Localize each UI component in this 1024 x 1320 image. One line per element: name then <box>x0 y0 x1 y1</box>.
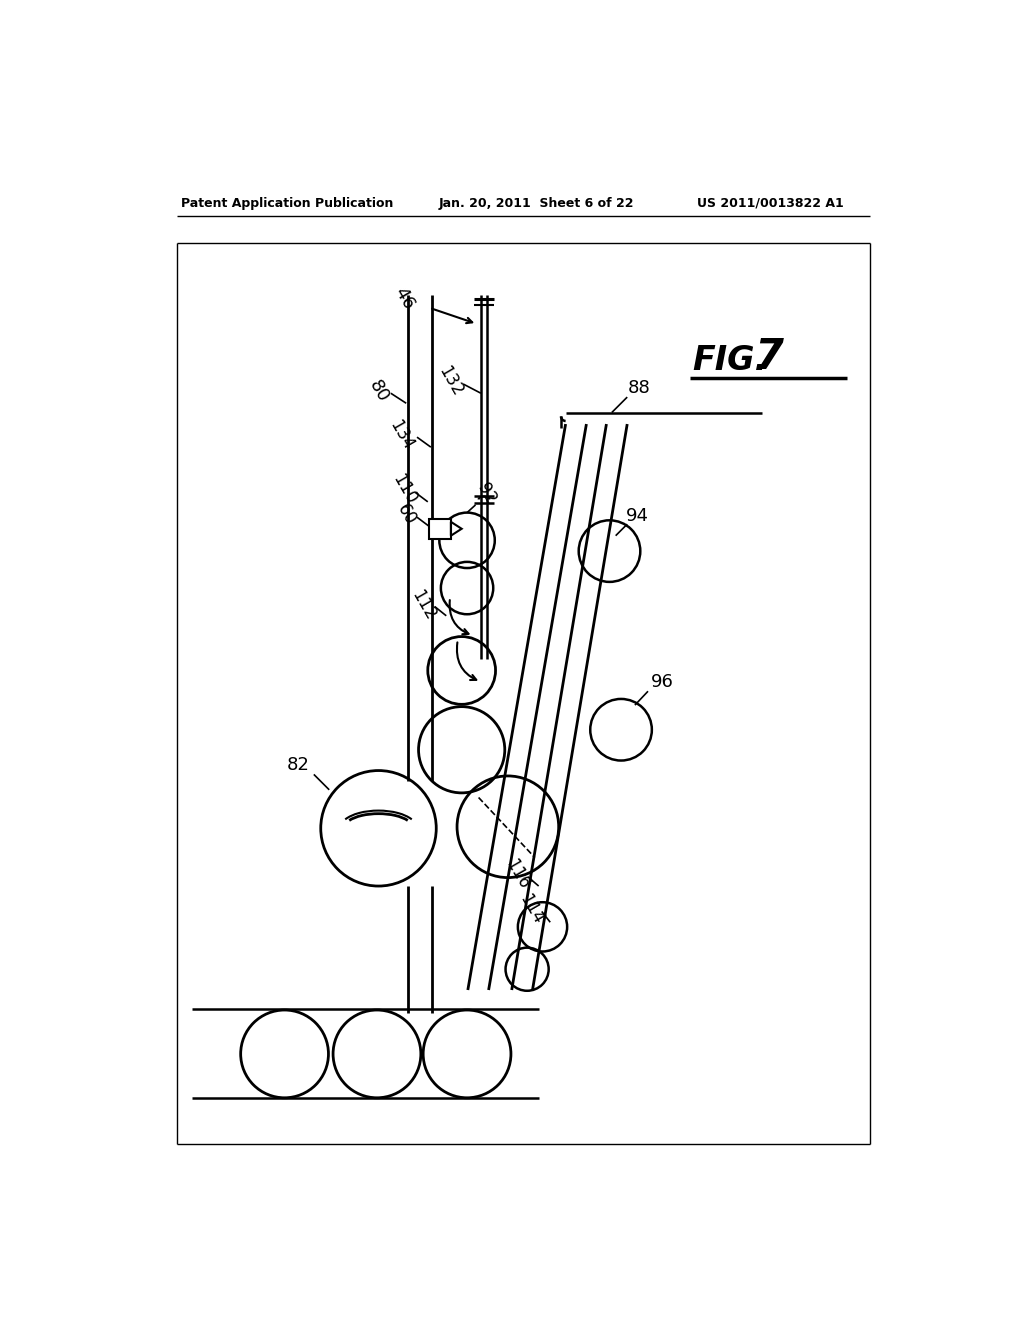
Text: 94: 94 <box>626 507 649 525</box>
Text: 112: 112 <box>408 586 439 623</box>
Text: 96: 96 <box>650 673 674 690</box>
Bar <box>429 519 451 539</box>
Text: 60: 60 <box>393 500 419 528</box>
Text: 116: 116 <box>502 857 532 892</box>
Text: 82: 82 <box>287 756 310 774</box>
Text: 46: 46 <box>390 284 418 313</box>
Text: 80: 80 <box>365 376 392 405</box>
Text: 110: 110 <box>388 471 420 508</box>
Text: 7: 7 <box>755 337 783 378</box>
Text: 134: 134 <box>386 417 418 454</box>
Text: US 2011/0013822 A1: US 2011/0013822 A1 <box>696 197 843 210</box>
Text: 92: 92 <box>473 479 500 507</box>
Text: FIG.: FIG. <box>692 343 768 376</box>
Text: 88: 88 <box>628 379 650 397</box>
Text: Jan. 20, 2011  Sheet 6 of 22: Jan. 20, 2011 Sheet 6 of 22 <box>438 197 634 210</box>
Text: 132: 132 <box>434 363 466 400</box>
Text: Patent Application Publication: Patent Application Publication <box>180 197 393 210</box>
Text: 114: 114 <box>515 891 547 928</box>
